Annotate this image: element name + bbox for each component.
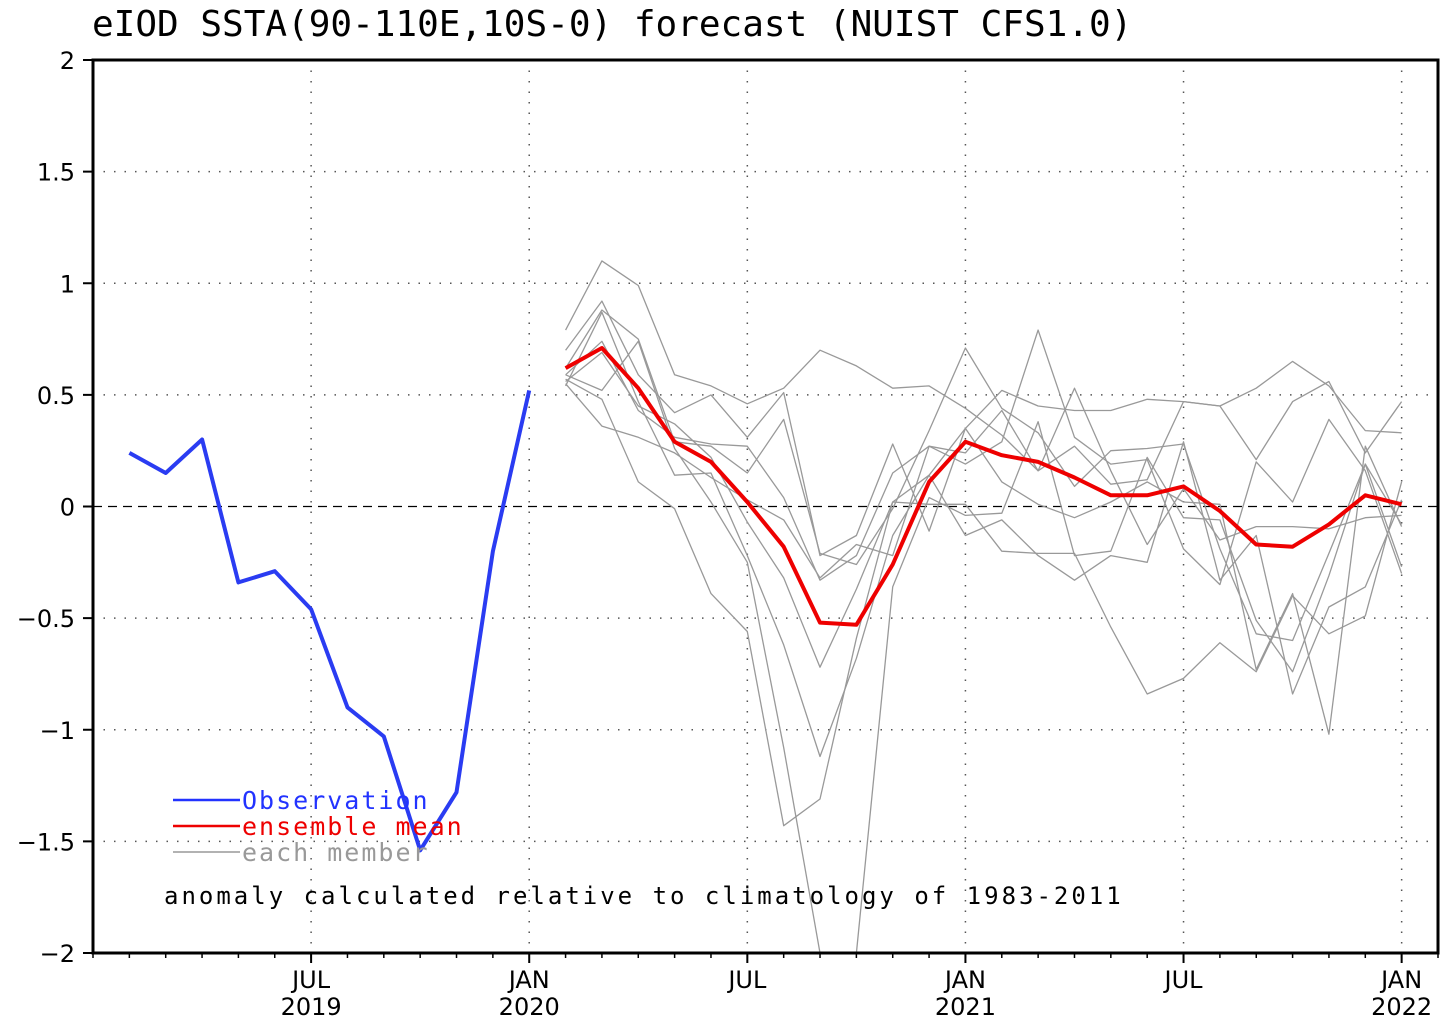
observation-line — [128, 389, 532, 853]
member-line — [565, 300, 1403, 557]
y-tick-label: −1.5 — [17, 828, 75, 856]
legend-label: Observation — [242, 786, 430, 815]
member-line — [565, 309, 1403, 642]
x-tick-year-label: 2021 — [935, 993, 996, 1019]
y-axis: 2 1.5 1 0.5 0 −0.5 −1 −1.5 −2 — [17, 47, 93, 968]
member-line — [565, 329, 1403, 586]
x-tick-year-label: 2022 — [1371, 993, 1432, 1019]
y-tick-label: 1 — [60, 270, 75, 298]
legend-label: each member — [242, 838, 430, 867]
x-tick-year-label: 2020 — [499, 993, 560, 1019]
legend-label: ensemble mean — [242, 812, 464, 841]
chart-title: eIOD SSTA(90-110E,10S-0) forecast (NUIST… — [92, 4, 1132, 45]
member-line — [565, 351, 1403, 735]
y-tick-label: −1 — [40, 717, 75, 745]
member-line — [565, 340, 1403, 954]
ensemble-mean-line-group — [564, 346, 1403, 627]
y-tick-label: 1.5 — [37, 159, 75, 187]
observation-line-group — [128, 389, 532, 853]
x-tick-month-label: JAN — [1379, 966, 1422, 994]
y-tick-label: 2 — [60, 47, 75, 75]
x-tick-month-label: JAN — [943, 966, 986, 994]
x-tick-month-label: JUL — [1163, 966, 1204, 994]
x-tick-month-label: JAN — [507, 966, 550, 994]
ensemble-mean-line — [564, 346, 1403, 627]
member-lines — [565, 260, 1403, 954]
x-tick-month-label: JUL — [290, 966, 331, 994]
y-tick-label: −0.5 — [17, 605, 75, 633]
member-line — [565, 383, 1402, 579]
annotation: anomaly calculated relative to climatolo… — [164, 882, 1124, 910]
member-line — [565, 260, 1402, 485]
y-tick-label: −2 — [40, 940, 75, 968]
x-tick-year-label: 2019 — [281, 993, 342, 1019]
y-tick-label: 0.5 — [37, 382, 75, 410]
x-tick-month-label: JUL — [726, 966, 767, 994]
y-tick-label: 0 — [60, 494, 75, 522]
member-line — [565, 378, 1403, 827]
